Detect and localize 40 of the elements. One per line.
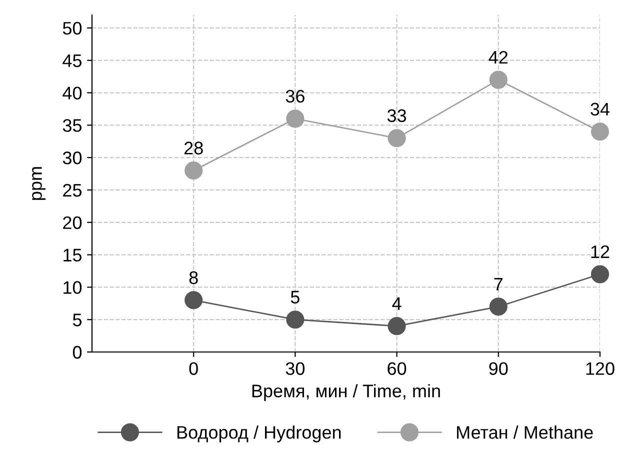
data-label: 12 [591, 245, 610, 258]
point [388, 129, 406, 148]
data-label: 5 [290, 290, 300, 304]
y-tick-label: 40 [62, 86, 82, 100]
y-tick-label: 45 [62, 54, 82, 68]
point [286, 310, 304, 329]
data-label: 33 [387, 109, 406, 122]
data-label: 4 [392, 297, 402, 310]
x-tick-label: 60 [388, 362, 406, 375]
point [388, 317, 406, 336]
y-tick-label: 35 [62, 119, 82, 132]
x-tick-label: 120 [586, 362, 614, 375]
y-tick-label: 20 [63, 216, 82, 230]
legend-label: Метан / Methane [457, 426, 593, 439]
y-tick-label: 0 [72, 346, 82, 359]
data-label: 42 [488, 50, 508, 64]
y-tick-label: 30 [62, 152, 82, 164]
point [590, 265, 610, 284]
y-tick-label: 15 [64, 248, 82, 262]
y-axis-title: ppm [32, 167, 46, 200]
x-axis-title: Время, мин / Time, min [252, 384, 440, 401]
y-tick-label: 10 [64, 281, 82, 294]
data-label: 8 [189, 271, 198, 284]
point [184, 162, 203, 180]
point [286, 110, 304, 128]
data-label: 34 [590, 102, 610, 116]
point [489, 298, 508, 316]
x-tick-label: 90 [489, 362, 508, 375]
point [590, 122, 610, 141]
x-tick-label: 0 [189, 362, 198, 375]
point [489, 70, 508, 89]
data-label: 7 [494, 278, 503, 290]
data-label: 36 [286, 90, 304, 103]
point [184, 291, 203, 310]
y-tick-label: 25 [63, 184, 82, 197]
data-label: 28 [184, 142, 203, 154]
y-tick-label: 5 [72, 314, 82, 326]
legend-label: Водород / Hydrogen [178, 426, 341, 442]
y-tick-label: 50 [62, 22, 82, 35]
x-tick-label: 30 [286, 362, 305, 375]
